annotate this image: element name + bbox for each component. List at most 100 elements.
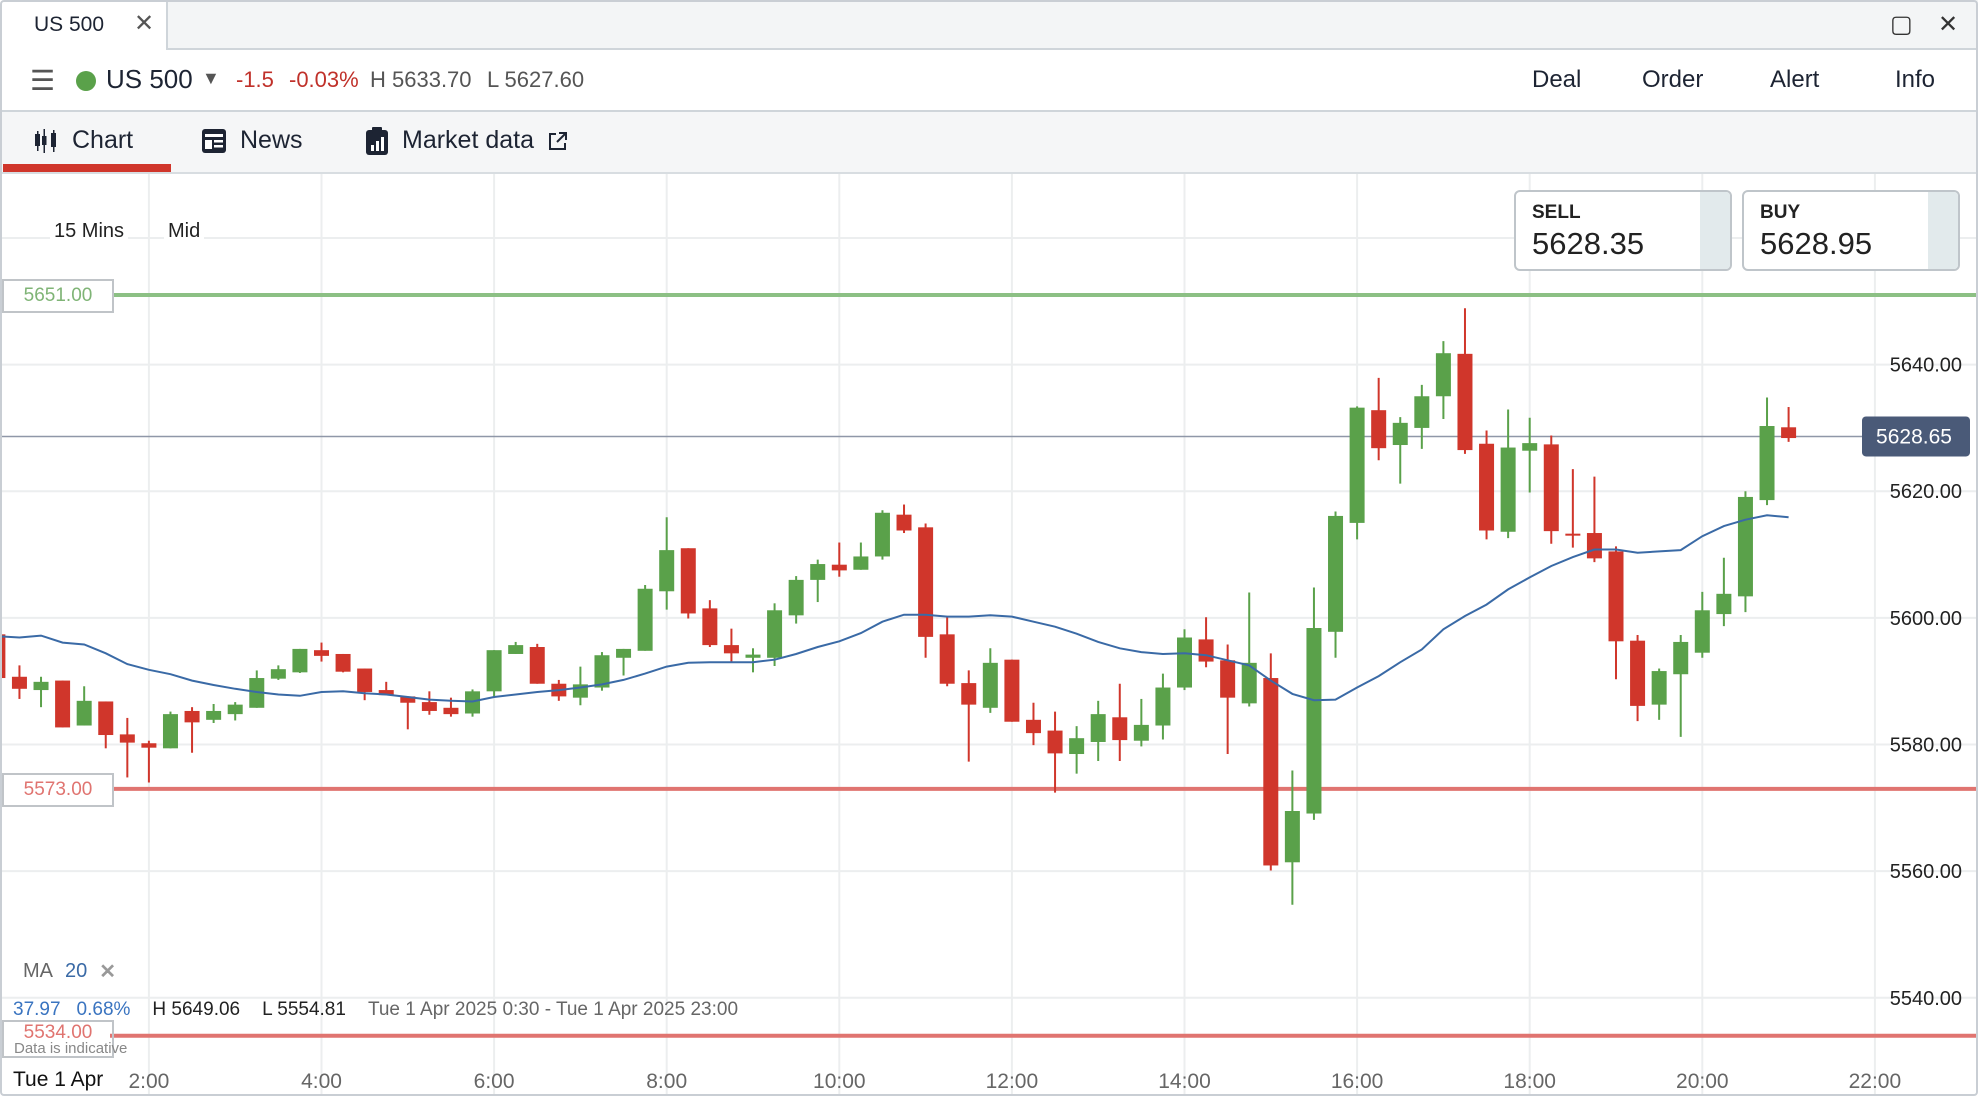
candle-down <box>1025 719 1041 734</box>
candle-up <box>1414 396 1430 428</box>
candle-down <box>723 645 739 654</box>
candle-down <box>378 690 394 696</box>
period-low: L 5554.81 <box>262 999 346 1020</box>
candle-down <box>1112 717 1128 741</box>
active-tab-indicator <box>3 164 171 172</box>
candle-up <box>788 579 804 616</box>
remove-indicator-icon[interactable]: ✕ <box>99 961 117 983</box>
price-type-selector[interactable]: Mid <box>164 220 205 243</box>
candle-up <box>1694 610 1710 653</box>
candle-up <box>874 512 890 557</box>
close-icon[interactable]: ✕ <box>1938 11 1959 38</box>
tab-news[interactable]: News <box>202 126 303 155</box>
price-change: -1.5 <box>236 67 274 92</box>
candle-up <box>982 662 998 708</box>
tab-label: Market data <box>402 126 535 154</box>
date-label: Tue 1 Apr <box>13 1068 104 1091</box>
level-label-lower-2[interactable]: 5534.00 <box>2 1020 114 1058</box>
candle-down <box>1586 533 1602 559</box>
candle-up <box>1177 637 1192 688</box>
buy-price: 5628.95 <box>1760 226 1873 261</box>
y-tick-label: 5560.00 <box>1890 861 1962 883</box>
y-tick-label: 5620.00 <box>1890 481 1962 503</box>
candle-down <box>1457 353 1473 451</box>
candle-up <box>659 550 675 592</box>
candle-down <box>421 702 437 711</box>
market-selector[interactable]: US 500 <box>106 64 193 94</box>
info-button[interactable]: Info <box>1895 66 1936 93</box>
x-tick-label: 22:00 <box>1849 1070 1902 1093</box>
candle-up <box>162 714 178 749</box>
x-tick-label: 6:00 <box>474 1070 515 1093</box>
maximize-icon[interactable]: ▢ <box>1890 11 1913 38</box>
candle-up <box>616 648 632 658</box>
candle-up <box>1435 353 1451 397</box>
candle-up <box>1155 687 1171 726</box>
current-price-badge <box>1862 416 1970 457</box>
candle-up <box>1737 496 1753 597</box>
order-button[interactable]: Order <box>1642 66 1704 93</box>
candle-down <box>1781 427 1797 439</box>
current-price-label: 5628.65 <box>1876 425 1952 448</box>
indicator-period[interactable]: 20 <box>65 960 88 982</box>
window-tab-bar: US 500 ✕ ▢ ✕ <box>0 0 1978 50</box>
hamburger-icon[interactable]: ☰ <box>30 65 56 96</box>
sell-label: SELL <box>1532 202 1581 223</box>
candle-up <box>1069 738 1085 755</box>
sell-button[interactable]: SELL 5628.35 <box>1514 190 1732 271</box>
candle-up <box>1328 515 1344 632</box>
view-tabs: Chart News Market data <box>0 112 1978 174</box>
candle-up <box>1673 641 1689 675</box>
candle-down <box>831 564 847 571</box>
market-status-dot <box>76 71 96 91</box>
external-link-icon <box>549 131 568 150</box>
period-change: 37.97 <box>13 999 61 1020</box>
candle-down <box>1479 443 1495 531</box>
candle-up <box>810 564 826 580</box>
candle-down <box>400 696 416 703</box>
chevron-down-icon[interactable]: ▼ <box>202 68 220 88</box>
candle-down <box>11 676 27 689</box>
y-tick-label: 5640.00 <box>1890 355 1962 377</box>
candle-up <box>76 700 92 726</box>
tab-market-data[interactable]: Market data <box>366 126 568 155</box>
interval-selector[interactable]: 15 Mins <box>50 220 129 243</box>
candle-down <box>918 527 934 637</box>
sell-side-strip <box>1700 192 1730 269</box>
buy-label: BUY <box>1760 202 1801 223</box>
level-value: 5534.00 <box>23 1022 93 1043</box>
candle-up <box>1241 662 1257 704</box>
tab-us-500[interactable]: US 500 ✕ <box>0 0 168 50</box>
y-tick-label: 5600.00 <box>1890 608 1962 630</box>
sell-price: 5628.35 <box>1532 226 1645 261</box>
candle-down <box>1263 678 1279 866</box>
candle-up <box>227 704 243 715</box>
candle-down <box>680 548 696 614</box>
candle-up <box>637 588 653 651</box>
level-label-upper[interactable]: 5651.00 <box>2 279 114 313</box>
candle-up <box>1500 447 1516 532</box>
candle-down <box>55 680 71 728</box>
deal-button[interactable]: Deal <box>1532 66 1582 93</box>
candle-down <box>1371 410 1387 449</box>
candle-up <box>594 655 610 688</box>
alert-button[interactable]: Alert <box>1770 66 1820 93</box>
candle-up <box>486 650 502 692</box>
x-tick-label: 8:00 <box>646 1070 687 1093</box>
level-label-lower[interactable]: 5573.00 <box>2 773 114 807</box>
y-tick-label: 5540.00 <box>1890 988 1962 1010</box>
day-high: H 5633.70 <box>370 67 472 92</box>
candle-down <box>98 701 114 736</box>
candle-down <box>141 743 157 748</box>
candle-up <box>206 710 222 720</box>
close-tab-icon[interactable]: ✕ <box>134 10 155 37</box>
price-chart[interactable]: 5640.00 5620.00 5600.00 5580.00 5560.00 5540.… <box>0 174 1978 1096</box>
buy-button[interactable]: BUY 5628.95 <box>1742 190 1960 271</box>
candle-down <box>896 514 912 531</box>
candle-up <box>508 645 524 654</box>
tab-label: News <box>240 126 303 154</box>
candle-up <box>1522 443 1538 451</box>
candle-up <box>1759 426 1775 501</box>
tab-chart[interactable]: Chart <box>34 126 133 155</box>
candle-up <box>1306 628 1322 814</box>
